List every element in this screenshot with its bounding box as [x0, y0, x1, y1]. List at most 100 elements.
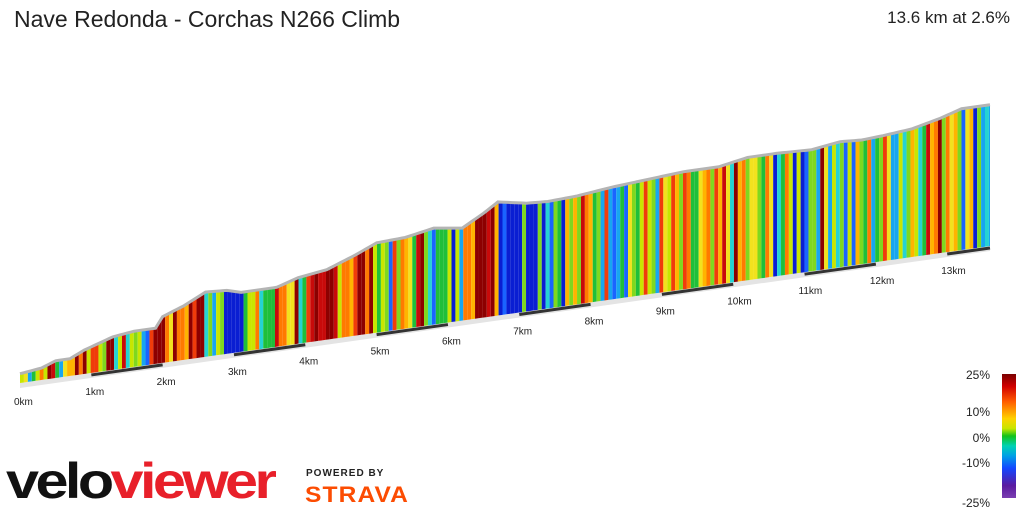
profile-segment — [859, 139, 864, 265]
gradient-legend: 25% 10% 0% -10% -25% — [962, 368, 1024, 512]
profile-segment — [443, 228, 448, 324]
profile-segment — [553, 199, 558, 308]
profile-segment — [886, 133, 891, 261]
profile-segment — [918, 125, 923, 257]
profile-segment — [510, 202, 515, 314]
profile-segment — [118, 334, 122, 370]
profile-segment — [184, 302, 189, 360]
profile-segment — [808, 149, 813, 272]
x-tick-label: 13km — [941, 266, 965, 277]
profile-segment — [628, 182, 632, 298]
profile-segment — [682, 171, 687, 290]
profile-segment — [133, 330, 138, 367]
profile-segment — [616, 185, 621, 299]
profile-segment — [337, 262, 342, 339]
profile-segment — [63, 359, 68, 377]
profile-segment — [345, 258, 350, 338]
profile-segment — [675, 172, 680, 291]
profile-segment — [157, 318, 162, 364]
profile-segment — [486, 207, 491, 318]
profile-segment — [357, 251, 362, 336]
profile-segment — [388, 239, 393, 331]
profile-segment — [306, 274, 311, 343]
profile-segment — [781, 152, 785, 276]
profile-segment — [502, 202, 507, 315]
profile-segment — [969, 107, 974, 249]
profile-segment — [247, 290, 252, 351]
profile-segment — [714, 166, 719, 285]
x-tick-label: 2km — [157, 377, 176, 388]
profile-segment — [106, 338, 111, 371]
profile-segment — [125, 332, 130, 369]
profile-segment — [953, 110, 958, 252]
x-tick-label: 6km — [442, 337, 461, 348]
profile-segment — [871, 137, 876, 263]
profile-top-edge — [19, 103, 991, 376]
profile-segment — [769, 153, 774, 278]
legend-label-25: 25% — [965, 368, 990, 382]
strava-logo[interactable]: STRAVA — [305, 482, 415, 508]
profile-segment — [294, 277, 299, 345]
profile-segment — [620, 184, 625, 299]
profile-segment — [855, 140, 860, 265]
profile-segment — [906, 129, 911, 258]
profile-segment — [522, 203, 527, 313]
profile-segment — [804, 150, 809, 273]
profile-segment — [223, 290, 228, 355]
gradient-color-scale — [1002, 374, 1016, 498]
profile-segment — [149, 328, 154, 365]
profile-segment — [816, 147, 821, 271]
profile-segment — [796, 150, 801, 274]
profile-segment — [353, 253, 358, 336]
profile-segment — [55, 360, 60, 379]
profile-segment — [376, 242, 381, 333]
profile-segment — [985, 104, 989, 247]
profile-segment — [172, 309, 177, 362]
profile-segment — [926, 122, 931, 256]
veloviewer-logo[interactable]: velo viewer — [6, 450, 276, 506]
profile-base — [20, 246, 990, 388]
profile-segment — [526, 202, 530, 312]
profile-segment — [35, 368, 40, 381]
profile-segment — [592, 191, 597, 303]
profile-segment — [110, 336, 115, 371]
profile-segment — [282, 282, 287, 346]
profile-segment — [471, 219, 476, 320]
profile-segment — [482, 210, 487, 318]
profile-segment — [949, 112, 954, 252]
profile-segment — [843, 141, 848, 267]
profile-segment — [216, 290, 221, 356]
legend-label-0: 0% — [972, 431, 990, 445]
profile-segment — [412, 233, 417, 328]
profile-segment — [824, 145, 829, 270]
profile-segment — [47, 362, 52, 380]
profile-segment — [577, 194, 581, 305]
profile-segment — [192, 297, 197, 359]
profile-segment — [208, 291, 213, 357]
profile-segment — [639, 180, 644, 296]
profile-segment — [165, 313, 170, 363]
profile-segment — [23, 371, 28, 383]
profile-segment — [561, 198, 566, 307]
profile-segment — [573, 195, 578, 305]
km-ruler-segment — [661, 282, 734, 296]
profile-segment — [204, 291, 209, 357]
x-tick-label: 5km — [371, 347, 390, 358]
profile-segment — [188, 300, 193, 360]
page-title: Nave Redonda - Corchas N266 Climb — [14, 6, 401, 32]
profile-segment — [883, 134, 887, 262]
profile-segment — [624, 183, 629, 298]
profile-segment — [196, 295, 201, 359]
profile-segment — [51, 360, 56, 379]
profile-segment — [27, 370, 32, 382]
profile-segment — [404, 236, 409, 329]
profile-segment — [408, 235, 413, 329]
profile-segment — [251, 290, 256, 351]
profile-segment — [102, 339, 107, 372]
profile-segment — [608, 187, 613, 300]
profile-segment — [141, 329, 146, 366]
profile-segment — [565, 197, 570, 306]
profile-segment — [647, 178, 652, 295]
profile-segment — [792, 151, 797, 274]
profile-segment — [451, 228, 456, 323]
